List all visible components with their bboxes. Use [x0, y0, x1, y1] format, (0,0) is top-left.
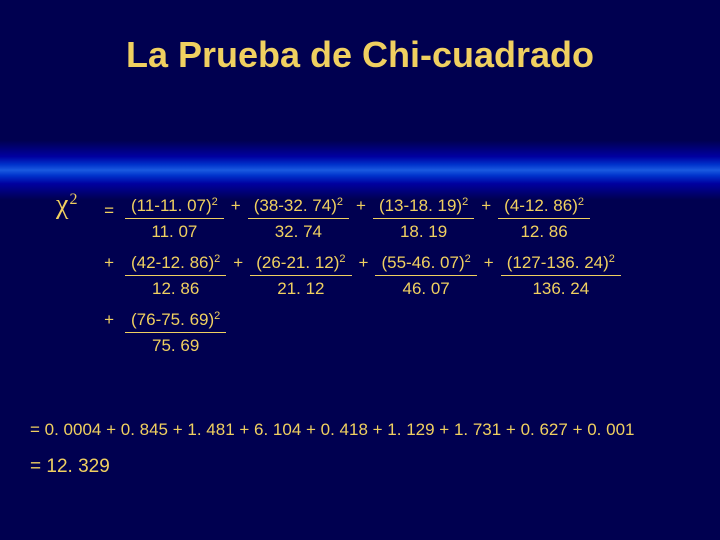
results-block: = 0. 0004 + 0. 845 + 1. 481 + 6. 104 + 0…	[30, 210, 690, 478]
slide-title: La Prueba de Chi-cuadrado	[0, 34, 720, 76]
numerator-exp: 2	[337, 196, 343, 208]
numerator-exp: 2	[578, 196, 584, 208]
numerator-exp: 2	[462, 196, 468, 208]
numerator-exp: 2	[212, 196, 218, 208]
sum-expansion-line: = 0. 0004 + 0. 845 + 1. 481 + 6. 104 + 0…	[30, 420, 690, 440]
final-result-line: = 12. 329	[30, 456, 690, 478]
